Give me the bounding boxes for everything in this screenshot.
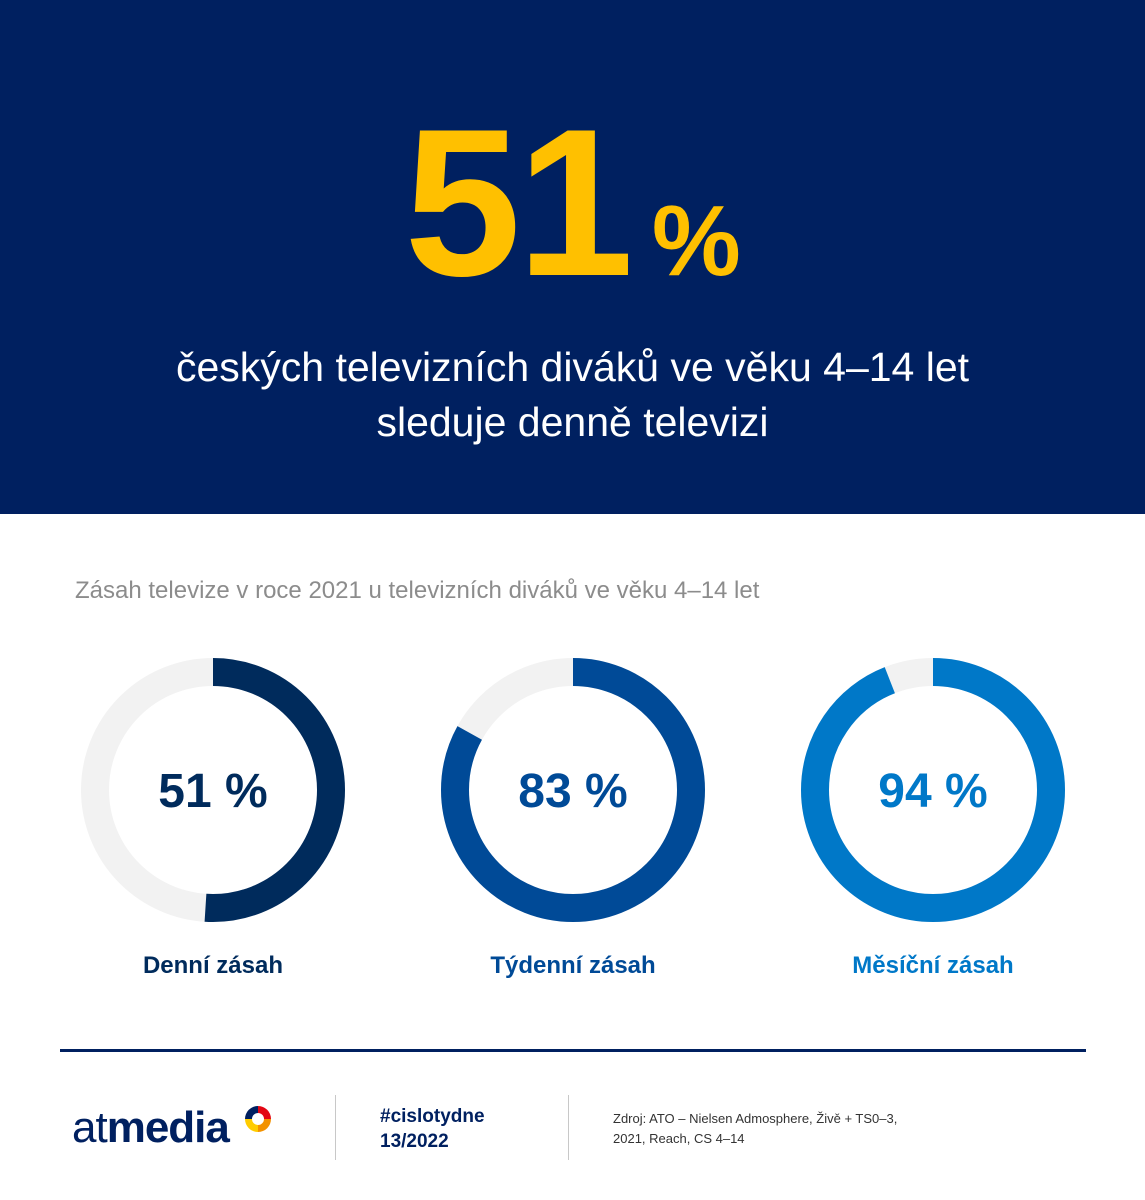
logo-at: at: [72, 1103, 108, 1152]
donut-3: 94 %: [801, 658, 1065, 922]
source-line-1: Zdroj: ATO – Nielsen Admosphere, Živě + …: [613, 1111, 898, 1126]
ring-label: Denní zásah: [142, 952, 284, 979]
hero-banner: 51% českých televizních diváků ve věku 4…: [0, 0, 1145, 514]
issue-number: 13/2022: [380, 1131, 449, 1152]
footer-separator-2: [568, 1095, 569, 1160]
donut-value-arc: [801, 658, 1065, 922]
atmedia-logo: atmedia: [72, 1103, 230, 1153]
ring-label: Týdenní zásah: [490, 952, 656, 979]
donut-value-label: 83 %: [518, 765, 627, 818]
chart-subtitle: Zásah televize v roce 2021 u televizních…: [75, 577, 760, 604]
donut-value-label: 94 %: [878, 765, 987, 818]
donut-value-arc: [441, 658, 705, 922]
footer-divider: [60, 1049, 1086, 1052]
hashtag-block: #cislotydne 13/2022: [380, 1104, 485, 1154]
source-line-2: 2021, Reach, CS 4–14: [613, 1131, 745, 1146]
headline-line-1: českých televizních diváků ve věku 4–14 …: [175, 344, 970, 390]
donut-value-arc: [81, 658, 345, 922]
reach-donut-charts: 51 % 83 % 94 %: [81, 658, 1065, 922]
logo-media: media: [106, 1103, 230, 1152]
atmedia-logo-icon: [245, 1106, 271, 1132]
donut-2: 83 %: [441, 658, 705, 922]
headline-description: českých televizních diváků ve věku 4–14 …: [0, 340, 1145, 450]
headline-percent-sign: %: [651, 185, 741, 297]
donut-1: 51 %: [81, 658, 345, 922]
hashtag: #cislotydne: [380, 1106, 485, 1127]
source-note: Zdroj: ATO – Nielsen Admosphere, Živě + …: [613, 1109, 933, 1149]
ring-label: Měsíční zásah: [852, 952, 1014, 979]
headline-number: 51%: [0, 82, 1145, 324]
footer-separator-1: [335, 1095, 336, 1160]
headline-value: 51: [404, 85, 634, 320]
donut-value-label: 51 %: [158, 765, 267, 818]
headline-line-2: sleduje denně televizi: [376, 399, 769, 445]
